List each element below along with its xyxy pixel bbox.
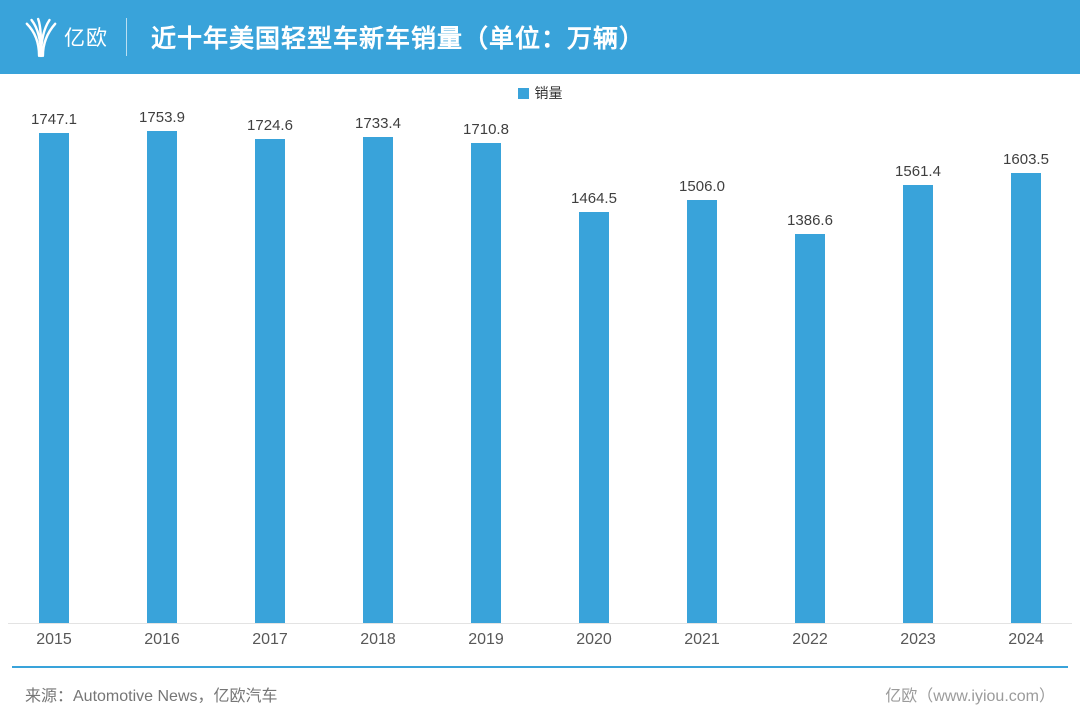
bar-chart: 1747.1 1753.9 1724.6 1733.4 1710.8 1464.5 1506… bbox=[0, 103, 1080, 649]
plot-area: 1747.1 1753.9 1724.6 1733.4 1710.8 1464.5 1506… bbox=[0, 103, 1080, 623]
page-title: 近十年美国轻型车新车销量（单位：万辆） bbox=[151, 25, 646, 53]
bar-2016 bbox=[147, 131, 177, 623]
bar-value-label: 1733.4 bbox=[355, 115, 401, 132]
bar-column-2023: 1561.4 bbox=[864, 163, 972, 623]
bar-2020 bbox=[579, 212, 609, 623]
bar-value-label: 1506.0 bbox=[679, 178, 725, 195]
legend-swatch bbox=[517, 87, 529, 99]
x-tick-2017: 2017 bbox=[252, 631, 288, 648]
bar-2019 bbox=[471, 143, 501, 623]
x-tick-2019: 2019 bbox=[468, 631, 504, 648]
bar-2022 bbox=[795, 234, 825, 623]
bar-value-label: 1710.8 bbox=[463, 121, 509, 138]
bar-2017 bbox=[255, 139, 285, 623]
x-axis-labels: 2015 2016 2017 2018 2019 2020 2021 2022 2023 2024 bbox=[0, 631, 1080, 649]
bar-column-2022: 1386.6 bbox=[756, 212, 864, 623]
bar-column-2017: 1724.6 bbox=[216, 117, 324, 623]
x-tick-2020: 2020 bbox=[576, 631, 612, 648]
bar-2023 bbox=[903, 185, 933, 623]
header-divider bbox=[126, 18, 127, 56]
bar-column-2016: 1753.9 bbox=[108, 109, 216, 623]
bar-column-2021: 1506.0 bbox=[648, 178, 756, 623]
bar-column-2018: 1733.4 bbox=[324, 115, 432, 623]
logo-text: 亿欧 bbox=[64, 27, 108, 50]
header: 亿欧 近十年美国轻型车新车销量（单位：万辆） bbox=[0, 0, 1080, 74]
bar-column-2019: 1710.8 bbox=[432, 121, 540, 623]
bar-value-label: 1747.1 bbox=[31, 111, 77, 128]
bar-column-2020: 1464.5 bbox=[540, 190, 648, 623]
source-note: 来源：Automotive News，亿欧汽车 bbox=[25, 688, 278, 705]
legend-label: 销量 bbox=[534, 85, 563, 101]
x-tick-2018: 2018 bbox=[360, 631, 396, 648]
bar-value-label: 1561.4 bbox=[895, 163, 941, 180]
brand-note: 亿欧（www.iyiou.com） bbox=[885, 688, 1055, 705]
bar-2021 bbox=[687, 200, 717, 623]
x-tick-2023: 2023 bbox=[900, 631, 936, 648]
bar-2024 bbox=[1011, 173, 1041, 623]
bar-value-label: 1724.6 bbox=[247, 117, 293, 134]
x-tick-2022: 2022 bbox=[792, 631, 828, 648]
bar-2015 bbox=[39, 133, 69, 623]
footer-divider bbox=[12, 666, 1068, 668]
x-tick-2015: 2015 bbox=[36, 631, 72, 648]
bar-value-label: 1753.9 bbox=[139, 109, 185, 126]
bar-value-label: 1386.6 bbox=[787, 212, 833, 229]
footer: 来源：Automotive News，亿欧汽车 亿欧（www.iyiou.com… bbox=[0, 666, 1080, 718]
iyiou-logo-icon bbox=[24, 15, 58, 59]
bar-value-label: 1603.5 bbox=[1003, 151, 1049, 168]
x-tick-2016: 2016 bbox=[144, 631, 180, 648]
bar-2018 bbox=[363, 137, 393, 623]
legend: 销量 bbox=[0, 85, 1080, 101]
x-tick-2024: 2024 bbox=[1008, 631, 1044, 648]
x-tick-2021: 2021 bbox=[684, 631, 720, 648]
x-axis-line bbox=[8, 623, 1072, 624]
bar-value-label: 1464.5 bbox=[571, 190, 617, 207]
bar-column-2024: 1603.5 bbox=[972, 151, 1080, 623]
bar-column-2015: 1747.1 bbox=[0, 111, 108, 623]
